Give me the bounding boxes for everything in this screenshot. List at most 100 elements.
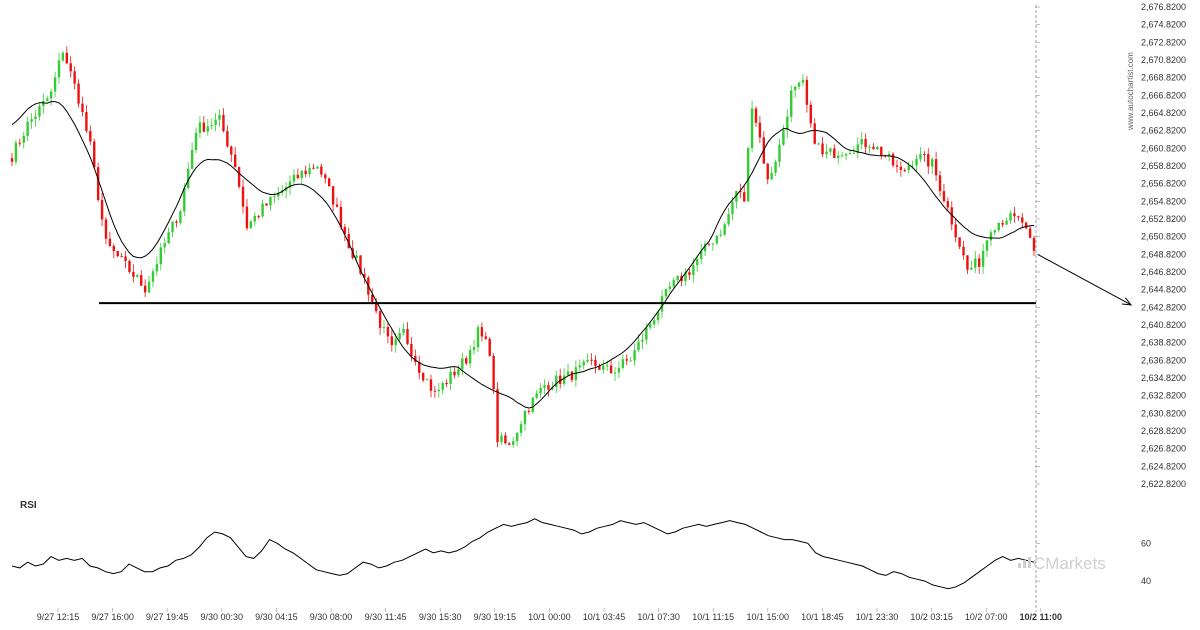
y-tick-label: 2,622.8200 [1141,479,1186,489]
candle-body [1028,228,1032,238]
candle-body [856,144,859,153]
candle-body [942,191,946,202]
y-tick-label: 2,666.8200 [1141,90,1186,100]
moving-average-line [11,101,1035,409]
candle-body [519,424,523,433]
candle-body [578,365,581,368]
candle-body [421,372,425,381]
rsi-title: RSI [20,500,37,511]
candle-body [175,221,178,223]
y-tick-label: 2,672.8200 [1141,37,1186,47]
y-tick-label: 2,628.8200 [1141,426,1186,436]
candle-body [406,329,409,344]
candle-body [570,371,574,380]
candle-body [457,369,460,376]
candle-body [707,243,711,245]
y-tick-label: 2,630.8200 [1141,408,1186,418]
candle-body [414,355,417,362]
y-tick-label: 2,674.8200 [1141,20,1186,30]
y-tick-label: 2,658.8200 [1141,161,1186,171]
candle-body [840,155,844,157]
candle-body [445,382,448,385]
candle-body [766,163,769,180]
x-tick-label: 9/30 04:15 [255,612,298,622]
candle-body [22,135,25,143]
candle-body [187,168,190,188]
candle-body [750,108,754,149]
candle-body [300,170,303,179]
candle-body [468,350,472,364]
candle-body [433,390,437,392]
candle-body [731,201,734,215]
candle-body [155,264,159,272]
candle-body [312,167,315,169]
candle-body [754,108,758,123]
candle-body [46,98,49,101]
y-tick-label: 2,648.8200 [1141,249,1186,259]
y-tick-label: 2,636.8200 [1141,355,1186,365]
candle-body [805,79,809,105]
candle-body [425,379,429,381]
candle-body [261,203,264,217]
candle-body [386,327,390,337]
candle-body [81,103,84,113]
y-tick-label: 2,640.8200 [1141,320,1186,330]
candle-body [308,167,311,175]
candle-body [288,181,292,188]
candle-body [147,281,151,293]
candle-body [253,215,256,222]
candle-body [786,116,789,130]
candle-body [331,186,335,205]
candle-body [136,275,139,277]
candle-body [817,143,820,145]
candle-body [656,311,660,321]
candle-body [598,365,601,370]
candle-body [915,158,918,166]
candle-body [441,382,444,390]
candle-body [793,86,797,91]
candle-body [770,172,773,180]
candle-body [602,365,605,370]
candle-body [605,365,609,367]
x-tick-label: 9/30 00:30 [201,612,244,622]
candle-body [190,149,194,169]
x-tick-label: 10/1 15:00 [747,612,790,622]
candle-body [394,339,397,346]
candle-body [171,221,174,233]
candle-body [825,151,828,155]
candle-body [758,122,762,138]
candle-body [508,443,511,445]
candle-body [484,336,488,339]
x-tick-label: 9/30 08:00 [310,612,353,622]
candle-body [327,178,331,187]
candle-body [112,245,116,251]
candle-body [613,372,617,374]
candle-body [374,301,378,312]
candle-body [895,165,899,167]
candle-body [527,410,531,412]
candle-body [132,271,135,277]
candle-body [586,359,589,362]
candle-body [652,320,656,325]
y-tick-label: 2,656.8200 [1141,179,1186,189]
candle-body [429,379,433,391]
candle-body [555,375,558,388]
candle-body [371,294,374,302]
candle-body [641,339,644,342]
candle-body [402,329,405,334]
candle-body [449,371,452,385]
candle-body [974,258,977,268]
candle-body [930,159,934,167]
y-tick-label: 2,676.8200 [1141,2,1186,12]
candle-body [304,170,307,175]
candle-body [946,201,950,208]
candle-body [692,265,695,275]
candle-body [989,232,993,241]
candle-body [49,91,53,99]
candle-body [140,275,143,286]
candle-body [218,114,221,120]
candle-body [829,148,832,152]
x-tick-label: 9/27 19:45 [146,612,189,622]
candle-body [492,355,495,390]
rsi-level-label: 60 [1141,538,1151,548]
